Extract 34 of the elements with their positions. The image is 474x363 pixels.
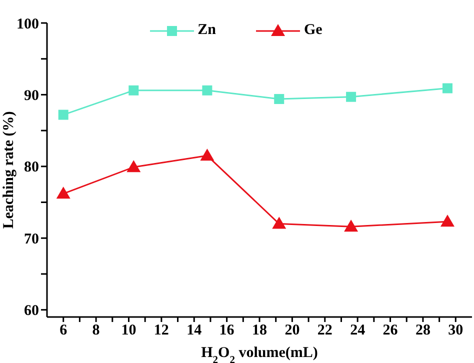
x-tick-label: 26 <box>382 322 398 339</box>
x-tick-label: 6 <box>60 322 68 339</box>
point <box>56 186 70 199</box>
x-tick-label: 16 <box>219 322 235 339</box>
legend-label: Zn <box>196 22 216 39</box>
point <box>442 83 452 94</box>
y-tick-label: 70 <box>24 231 39 248</box>
point <box>200 148 214 161</box>
point <box>202 85 212 96</box>
x-tick-label: 30 <box>448 322 464 339</box>
x-tick-label: 20 <box>284 322 300 339</box>
x-axis-title: H$_{2}$O$_{2}$ volume(mL) <box>201 345 318 363</box>
x-tick-label: 12 <box>154 322 169 339</box>
point <box>126 160 141 172</box>
y-tick-label: 60 <box>24 303 39 320</box>
legend-label: Ge <box>303 22 322 39</box>
y-tick-label: 80 <box>24 160 39 176</box>
x-tick-label: 14 <box>186 322 202 339</box>
y-axis-title: Leaching rate (%) <box>1 111 18 229</box>
x-tick-label: 22 <box>317 322 332 339</box>
y-tick-label: 90 <box>24 88 39 104</box>
point <box>128 85 139 96</box>
point <box>274 94 284 104</box>
x-tick-label: 24 <box>350 322 366 339</box>
x-tick-label: 18 <box>252 322 267 339</box>
x-tick-label: 28 <box>415 322 430 339</box>
point <box>440 214 454 227</box>
x-tick-label: 8 <box>92 322 100 339</box>
point <box>344 220 358 232</box>
point <box>272 216 286 229</box>
point <box>58 110 68 120</box>
y-tick-label: 100 <box>16 16 39 32</box>
point <box>346 92 356 102</box>
x-tick-label: 10 <box>121 322 136 339</box>
